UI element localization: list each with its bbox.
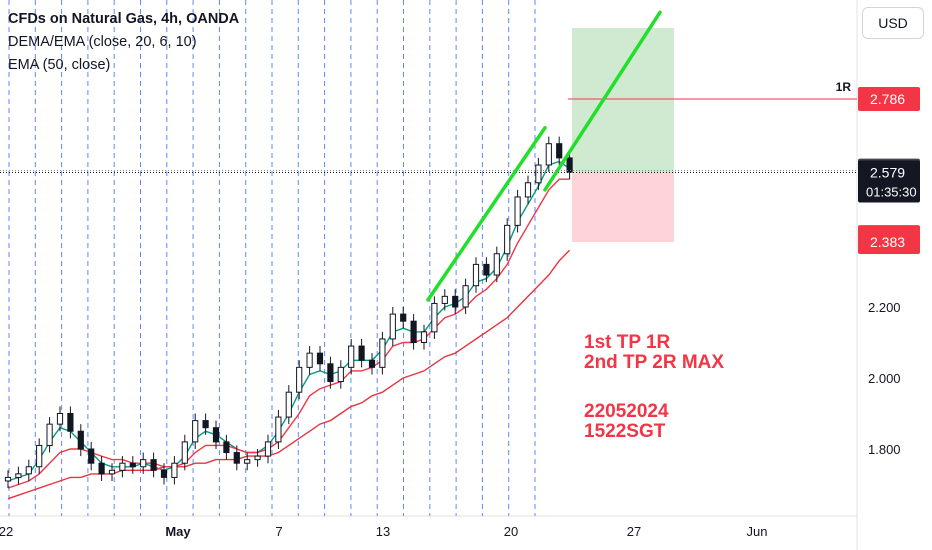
candle-body <box>108 469 116 475</box>
candle-body <box>337 366 344 383</box>
candle-body <box>119 462 126 471</box>
x-tick-label: 22 <box>0 524 13 539</box>
price-label-bg <box>858 160 920 203</box>
legend-dema: DEMA/EMA (close, 20, 6, 10) <box>8 34 197 50</box>
annotation-text: 2nd TP 2R MAX <box>584 352 724 373</box>
trend-line-rally <box>426 125 547 302</box>
time-grid <box>8 0 536 516</box>
candle-body <box>545 143 552 166</box>
y-tick-label: 2.200 <box>868 300 901 315</box>
x-tick-label: 7 <box>275 524 282 539</box>
stop-zone <box>572 172 674 243</box>
candle-body <box>379 338 386 368</box>
price-label: 2.786 <box>870 91 905 107</box>
candle-body <box>556 143 563 159</box>
candle-body <box>358 345 365 361</box>
candle-body <box>306 352 313 368</box>
candle-body <box>4 476 12 482</box>
candle-body <box>535 164 542 184</box>
candle-body <box>36 444 43 468</box>
candle-body <box>140 459 147 468</box>
candle-body <box>327 363 334 383</box>
candle-body <box>233 452 240 464</box>
candle-body <box>420 331 428 344</box>
one-r-label: 1R <box>836 80 852 94</box>
candle-body <box>181 441 188 464</box>
candle-body <box>483 263 490 276</box>
candle-body <box>368 359 376 368</box>
candle-body <box>452 295 459 308</box>
candle-body <box>46 423 53 446</box>
countdown-label: 01:35:30 <box>866 184 917 199</box>
candle-body <box>192 420 199 443</box>
annotation-text: 1st TP 1R <box>584 332 671 353</box>
legend-title: CFDs on Natural Gas, 4h, OANDA <box>8 11 240 27</box>
candle-body <box>25 466 32 475</box>
candle-body <box>514 196 521 226</box>
candle-body <box>431 302 438 333</box>
axes: 2.2002.0001.80022May7132027Jun2.7862.584… <box>0 86 920 539</box>
candle-body <box>171 462 178 478</box>
candle-body <box>275 416 282 443</box>
candle-body <box>566 157 573 173</box>
candle-body <box>223 441 230 454</box>
candle-body <box>67 413 74 432</box>
candle-body <box>160 469 168 478</box>
candle-body <box>88 448 95 464</box>
candle-body <box>129 462 136 468</box>
candle-body <box>441 295 448 304</box>
candle-body <box>462 285 469 308</box>
annotation-text: 22052024 <box>584 401 669 422</box>
candle-body <box>410 320 417 344</box>
candle-body <box>254 455 261 461</box>
x-tick-label: 27 <box>627 524 641 539</box>
candle-body <box>77 430 84 450</box>
candle-body <box>348 345 355 368</box>
currency-button[interactable]: USD <box>862 7 924 39</box>
price-label-bg <box>858 86 920 111</box>
candle-body <box>150 459 157 471</box>
price-label: 2.383 <box>870 234 905 250</box>
candle-body <box>202 420 209 429</box>
candle-body <box>98 462 105 475</box>
x-tick-label: Jun <box>747 524 768 539</box>
drawings[interactable]: 1R <box>0 10 857 302</box>
candle-body <box>504 224 511 255</box>
target-zone <box>572 27 674 173</box>
candles <box>4 136 573 489</box>
x-tick-label: 13 <box>376 524 390 539</box>
candle-body <box>212 427 220 443</box>
x-tick-label: May <box>165 524 191 539</box>
annotation-text: 1522SGT <box>584 421 666 442</box>
candle-body <box>15 473 22 478</box>
y-tick-label: 1.800 <box>868 442 901 457</box>
candle-body <box>285 391 292 418</box>
price-label-bg <box>858 230 920 255</box>
price-label: 2.579 <box>870 164 905 180</box>
candle-body <box>244 459 251 464</box>
candle-body <box>56 413 64 425</box>
candle-body <box>400 313 407 322</box>
candle-body <box>389 313 396 340</box>
candle-body <box>493 253 500 276</box>
chart-legend: CFDs on Natural Gas, 4h, OANDA DEMA/EMA … <box>8 8 239 77</box>
x-tick-label: 20 <box>504 524 518 539</box>
candle-body <box>296 366 303 393</box>
candle-body <box>316 352 324 365</box>
candle-body <box>472 263 480 287</box>
position-zones[interactable] <box>572 27 674 243</box>
legend-ema: EMA (50, close) <box>8 57 111 73</box>
y-tick-label: 2.000 <box>868 371 901 386</box>
candle-body <box>524 182 532 198</box>
trend-line-projection <box>543 10 662 192</box>
candle-body <box>264 441 272 457</box>
